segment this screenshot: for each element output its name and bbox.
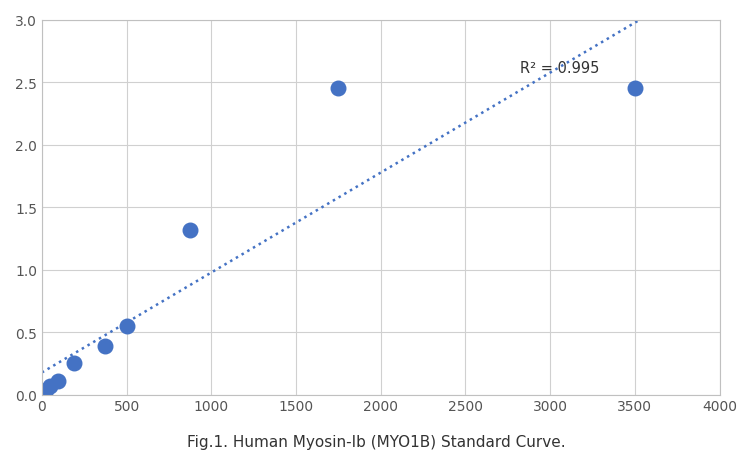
Point	[44, 382, 56, 390]
Text: R² = 0.995: R² = 0.995	[520, 61, 599, 76]
Point	[52, 377, 64, 385]
Point	[629, 85, 641, 92]
Point	[36, 390, 48, 397]
Text: Fig.1. Human Myosin-Ib (MYO1B) Standard Curve.: Fig.1. Human Myosin-Ib (MYO1B) Standard …	[186, 434, 566, 450]
Point	[40, 386, 52, 393]
Point	[332, 85, 344, 92]
Point	[184, 226, 196, 234]
Point	[120, 322, 132, 330]
Point	[99, 342, 111, 350]
Point	[68, 360, 80, 367]
